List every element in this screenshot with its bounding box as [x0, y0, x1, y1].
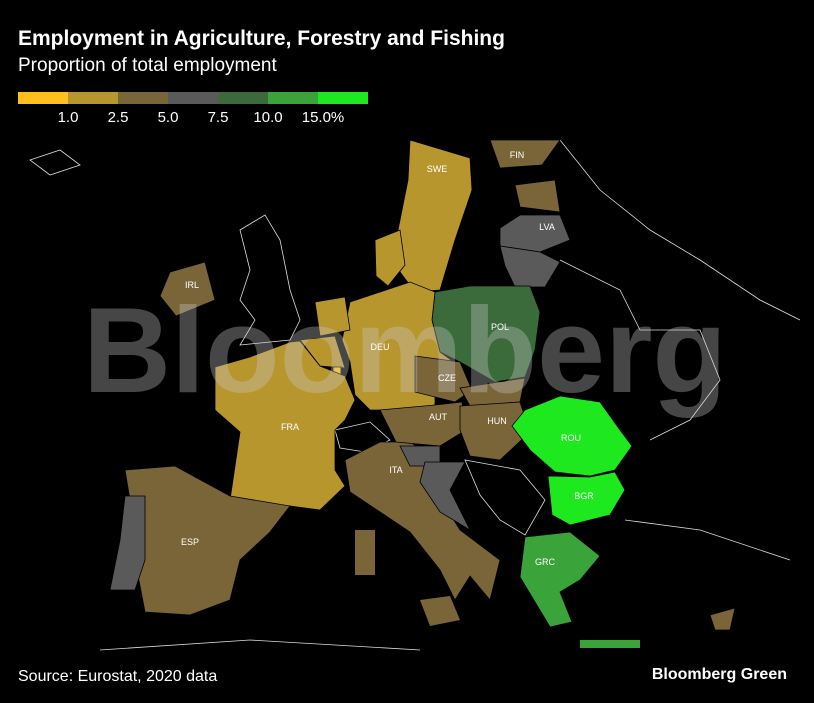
legend-ticks: 1.0 2.5 5.0 7.5 10.0 15.0%	[18, 109, 368, 129]
country-irl	[159, 261, 216, 317]
country-label: SWE	[427, 164, 448, 174]
island-ita	[355, 530, 375, 575]
legend-swatch	[18, 92, 68, 104]
country-label: ROU	[561, 433, 581, 443]
legend-swatch	[118, 92, 168, 104]
country-fin	[489, 139, 561, 169]
map-title: Employment in Agriculture, Forestry and …	[18, 27, 505, 50]
country-label: DEU	[370, 342, 389, 352]
country-nld	[314, 296, 351, 337]
legend-tick: 15.0%	[301, 109, 345, 126]
legend-swatch	[218, 92, 268, 104]
country-label: GRC	[535, 557, 556, 567]
country-prt	[109, 495, 146, 591]
country-cze	[414, 355, 473, 403]
country-label: FRA	[281, 422, 299, 432]
country-ltu	[499, 245, 561, 288]
island-grc	[580, 640, 640, 648]
island-ita	[420, 596, 460, 626]
map-subtitle: Proportion of total employment	[18, 55, 277, 76]
source-note: Source: Eurostat, 2020 data	[18, 668, 218, 685]
country-label: LVA	[539, 222, 555, 232]
country-label: AUT	[429, 412, 448, 422]
country-bgr	[547, 471, 626, 526]
country-lva	[499, 214, 571, 253]
legend-tick: 2.5	[107, 109, 129, 126]
legend-tick: 1.0	[57, 109, 79, 126]
country-hun	[459, 401, 531, 461]
country-label: FIN	[510, 150, 525, 160]
country-label: IRL	[185, 280, 199, 290]
country-label: POL	[491, 322, 509, 332]
country-dnk	[374, 229, 406, 287]
country-label: ITA	[389, 465, 402, 475]
country-label: BGR	[574, 491, 594, 501]
color-legend	[18, 92, 368, 104]
legend-tick: 7.5	[207, 109, 229, 126]
country-fra	[214, 340, 356, 511]
country-label: HUN	[487, 416, 507, 426]
brand-logo: Bloomberg Green	[651, 666, 787, 683]
legend-swatch	[318, 92, 368, 104]
legend-swatch	[268, 92, 318, 104]
country-swe	[397, 139, 473, 293]
legend-tick: 10.0	[253, 109, 283, 126]
country-hrv	[419, 461, 471, 532]
country-label: CZE	[438, 373, 456, 383]
legend-swatch	[168, 92, 218, 104]
country-est	[514, 179, 561, 213]
non-eu-outlines	[29, 139, 801, 651]
country-label: ESP	[181, 537, 199, 547]
country-rou	[511, 395, 633, 477]
country-cyp	[709, 607, 736, 631]
legend-swatch	[68, 92, 118, 104]
legend-tick: 5.0	[157, 109, 179, 126]
bloomberg-watermark: Bloomberg	[83, 282, 727, 418]
country-grc	[519, 531, 601, 628]
